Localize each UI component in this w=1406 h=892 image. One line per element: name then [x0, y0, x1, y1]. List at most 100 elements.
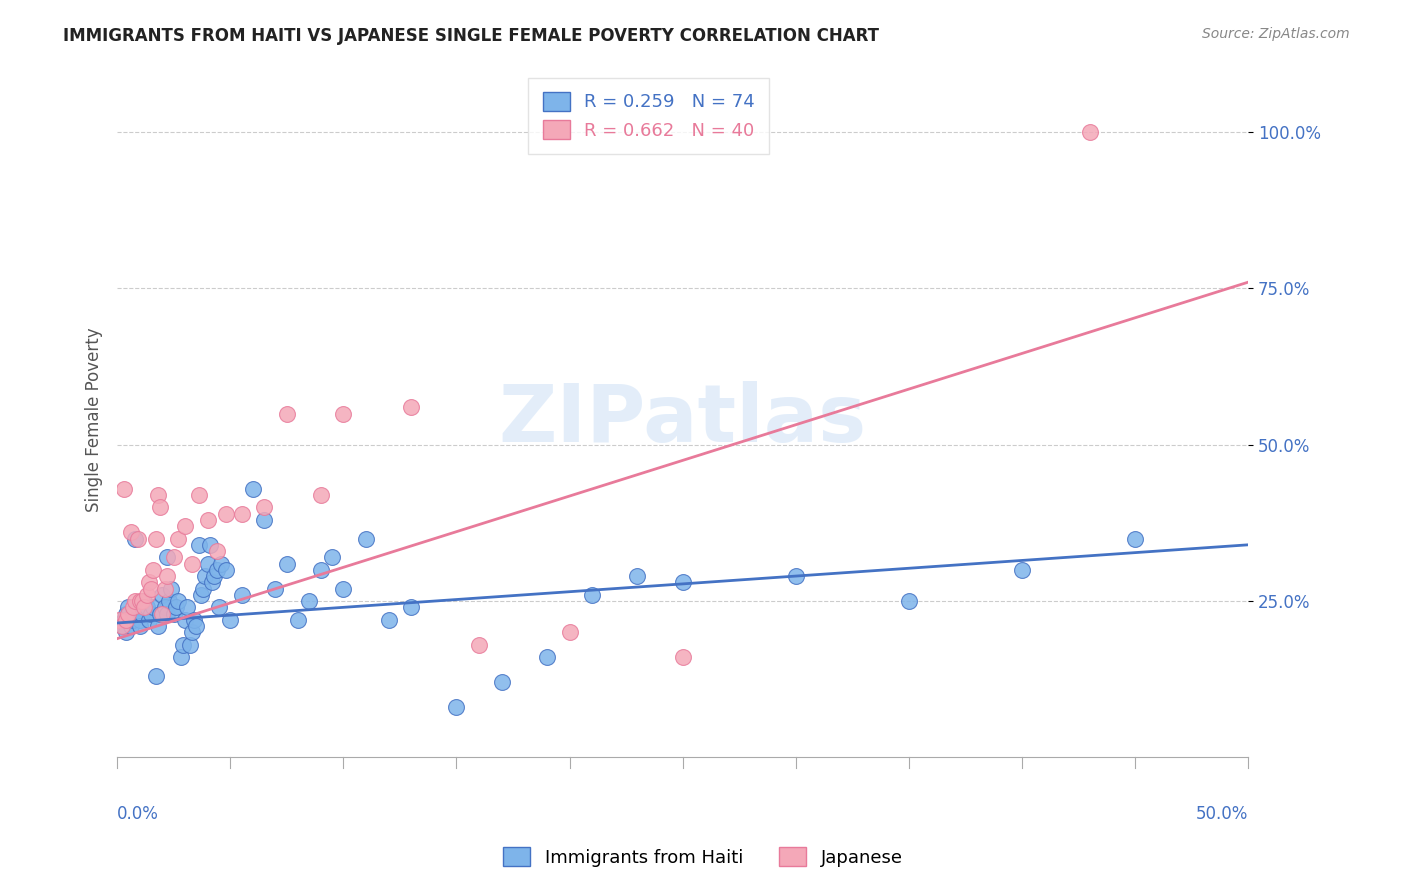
Point	[115, 607, 138, 621]
Point	[204, 569, 226, 583]
Point	[172, 638, 194, 652]
Point	[169, 650, 191, 665]
Point	[152, 588, 174, 602]
Point	[108, 613, 131, 627]
Point	[176, 600, 198, 615]
Point	[309, 488, 332, 502]
Point	[135, 600, 157, 615]
Point	[205, 544, 228, 558]
Point	[124, 532, 146, 546]
Point	[120, 619, 142, 633]
Point	[179, 638, 201, 652]
Point	[117, 600, 139, 615]
Point	[215, 507, 238, 521]
Legend: R = 0.259   N = 74, R = 0.662   N = 40: R = 0.259 N = 74, R = 0.662 N = 40	[529, 78, 769, 154]
Text: ZIPatlas: ZIPatlas	[499, 381, 866, 458]
Point	[287, 613, 309, 627]
Point	[145, 669, 167, 683]
Point	[309, 563, 332, 577]
Point	[321, 550, 343, 565]
Point	[134, 594, 156, 608]
Point	[131, 607, 153, 621]
Point	[174, 613, 197, 627]
Point	[128, 619, 150, 633]
Point	[399, 401, 422, 415]
Point	[163, 550, 186, 565]
Point	[671, 575, 693, 590]
Point	[1123, 532, 1146, 546]
Point	[183, 613, 205, 627]
Point	[468, 638, 491, 652]
Point	[626, 569, 648, 583]
Point	[242, 482, 264, 496]
Legend: Immigrants from Haiti, Japanese: Immigrants from Haiti, Japanese	[496, 840, 910, 874]
Point	[897, 594, 920, 608]
Point	[146, 619, 169, 633]
Point	[152, 607, 174, 621]
Point	[153, 600, 176, 615]
Y-axis label: Single Female Poverty: Single Female Poverty	[86, 327, 103, 512]
Point	[122, 613, 145, 627]
Point	[153, 582, 176, 596]
Point	[671, 650, 693, 665]
Point	[124, 594, 146, 608]
Point	[128, 594, 150, 608]
Point	[231, 507, 253, 521]
Point	[491, 675, 513, 690]
Point	[122, 607, 145, 621]
Point	[156, 569, 179, 583]
Point	[194, 569, 217, 583]
Point	[276, 557, 298, 571]
Point	[165, 600, 187, 615]
Point	[253, 500, 276, 515]
Point	[146, 488, 169, 502]
Point	[115, 625, 138, 640]
Point	[197, 557, 219, 571]
Point	[157, 594, 180, 608]
Point	[581, 588, 603, 602]
Point	[115, 613, 138, 627]
Point	[231, 588, 253, 602]
Point	[187, 538, 209, 552]
Point	[138, 575, 160, 590]
Point	[354, 532, 377, 546]
Point	[139, 582, 162, 596]
Text: 50.0%: 50.0%	[1195, 805, 1249, 822]
Point	[377, 613, 399, 627]
Point	[131, 594, 153, 608]
Point	[156, 550, 179, 565]
Point	[558, 625, 581, 640]
Point	[198, 538, 221, 552]
Point	[201, 575, 224, 590]
Point	[142, 563, 165, 577]
Point	[142, 600, 165, 615]
Point	[209, 557, 232, 571]
Point	[332, 407, 354, 421]
Point	[174, 519, 197, 533]
Point	[219, 613, 242, 627]
Point	[215, 563, 238, 577]
Point	[160, 582, 183, 596]
Point	[264, 582, 287, 596]
Point	[1078, 125, 1101, 139]
Point	[191, 582, 214, 596]
Point	[190, 588, 212, 602]
Point	[128, 613, 150, 627]
Point	[127, 600, 149, 615]
Point	[111, 619, 134, 633]
Point	[120, 525, 142, 540]
Point	[112, 613, 135, 627]
Point	[139, 607, 162, 621]
Text: Source: ZipAtlas.com: Source: ZipAtlas.com	[1202, 27, 1350, 41]
Point	[332, 582, 354, 596]
Point	[167, 532, 190, 546]
Point	[163, 607, 186, 621]
Point	[785, 569, 807, 583]
Point	[208, 600, 231, 615]
Point	[1011, 563, 1033, 577]
Point	[446, 700, 468, 714]
Point	[135, 588, 157, 602]
Point	[197, 513, 219, 527]
Point	[112, 482, 135, 496]
Point	[127, 532, 149, 546]
